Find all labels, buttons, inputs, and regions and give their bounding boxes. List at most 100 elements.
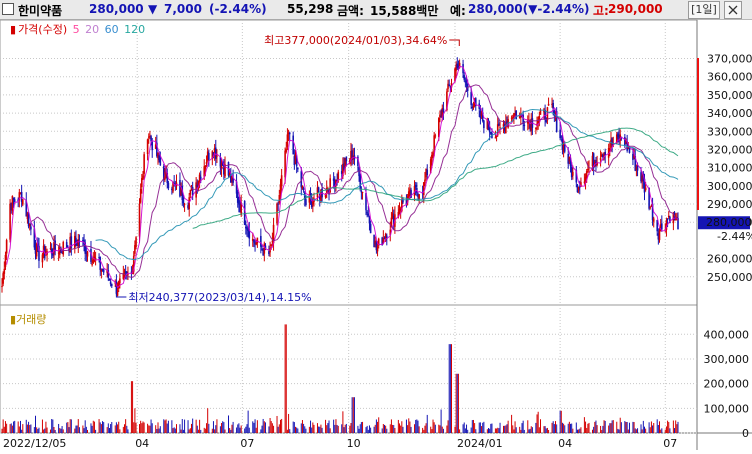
candle-body (57, 252, 60, 254)
current-price-label: 280,000 (706, 216, 752, 229)
candle-body (580, 182, 582, 187)
candle-body (418, 194, 420, 200)
candle-body (426, 169, 429, 175)
candle-body (292, 135, 294, 155)
candle-body (90, 248, 92, 262)
stock-name: 한미약품 (18, 4, 63, 18)
window-icon[interactable] (2, 3, 14, 15)
candle-body (447, 83, 449, 89)
candle-body (617, 133, 619, 138)
candle-body (405, 200, 408, 204)
candle-body (432, 152, 434, 157)
high-value: 290,000 (608, 2, 663, 16)
candle-body (562, 143, 565, 152)
candle-body (506, 120, 508, 127)
candle-body (414, 184, 417, 188)
candle-body (50, 249, 53, 255)
candle-body (253, 240, 255, 243)
candle-body (316, 187, 319, 198)
candle-body (407, 191, 410, 198)
legend-price-label: 가격(수정) (18, 23, 68, 36)
amount-value: 15,588백만 (370, 4, 439, 18)
candle-body (397, 212, 400, 217)
candle-body (261, 249, 263, 251)
candle-body (636, 165, 639, 171)
candle-body (143, 154, 145, 174)
price-tick-label: 260,000 (707, 253, 752, 266)
candle-body (297, 167, 299, 170)
candle-body (149, 135, 151, 138)
candle-body (58, 247, 61, 255)
candle-body (635, 166, 638, 171)
volume-value: 55,298 (287, 2, 334, 16)
candle-body (238, 200, 240, 205)
close-icon[interactable] (724, 1, 742, 19)
candle-body (181, 185, 184, 200)
candle-body (263, 243, 266, 254)
candle-body (488, 126, 491, 133)
candle-body (230, 173, 232, 183)
candle-body (65, 242, 68, 248)
candle-body (271, 240, 274, 243)
candle-body (187, 205, 189, 209)
candle-body (382, 238, 385, 244)
candle-body (203, 166, 206, 177)
candle-body (54, 240, 56, 251)
candle-body (520, 113, 522, 117)
candle-body (367, 213, 370, 216)
candle-body (640, 172, 642, 182)
candle-body (127, 274, 129, 276)
candle-body (510, 117, 513, 119)
candle-body (634, 156, 637, 171)
candle-body (633, 155, 635, 159)
candle-body (183, 203, 186, 205)
candle-body (13, 199, 16, 202)
candle-body (146, 139, 149, 155)
candle-body (384, 234, 387, 241)
candle-body (28, 223, 31, 227)
candle-body (295, 156, 298, 167)
candle-body (34, 245, 37, 254)
candle-body (285, 149, 288, 152)
candle-body (223, 165, 225, 175)
candle-body (625, 139, 627, 144)
candle-body (151, 141, 154, 151)
candle-body (84, 242, 86, 254)
candle-body (35, 243, 38, 257)
candle-body (496, 124, 499, 136)
candle-body (327, 190, 329, 192)
candle-body (410, 189, 412, 198)
candle-body (159, 157, 162, 166)
candle-body (213, 147, 216, 155)
candle-body (142, 175, 144, 179)
candle-body (294, 154, 297, 164)
candle-body (124, 271, 127, 273)
candle-body (235, 181, 238, 194)
candle-body (232, 177, 234, 183)
candle-body (329, 178, 331, 193)
candle-body (424, 179, 426, 184)
price-tick-label: 360,000 (707, 71, 752, 84)
candle-body (301, 186, 304, 189)
candle-body (302, 188, 305, 191)
candle-body (138, 203, 141, 237)
candle-body (603, 152, 605, 159)
candle-body (577, 186, 580, 191)
candle-body (147, 136, 150, 138)
candle-body (41, 254, 44, 263)
candle-body (134, 245, 136, 254)
candle-body (62, 242, 65, 255)
candle-body (337, 171, 340, 180)
candle-body (70, 236, 73, 248)
candle-body (77, 239, 80, 248)
candle-body (446, 91, 448, 111)
candle-body (552, 103, 554, 110)
candle-body (376, 246, 379, 252)
period-button[interactable]: [1일] (688, 1, 720, 19)
candle-body (578, 186, 581, 188)
volume-tick-label: 300,000 (704, 353, 750, 366)
candle-body (312, 201, 314, 205)
candle-body (220, 162, 223, 170)
candle-body (204, 165, 207, 169)
price-change: 7,000 (164, 2, 202, 16)
